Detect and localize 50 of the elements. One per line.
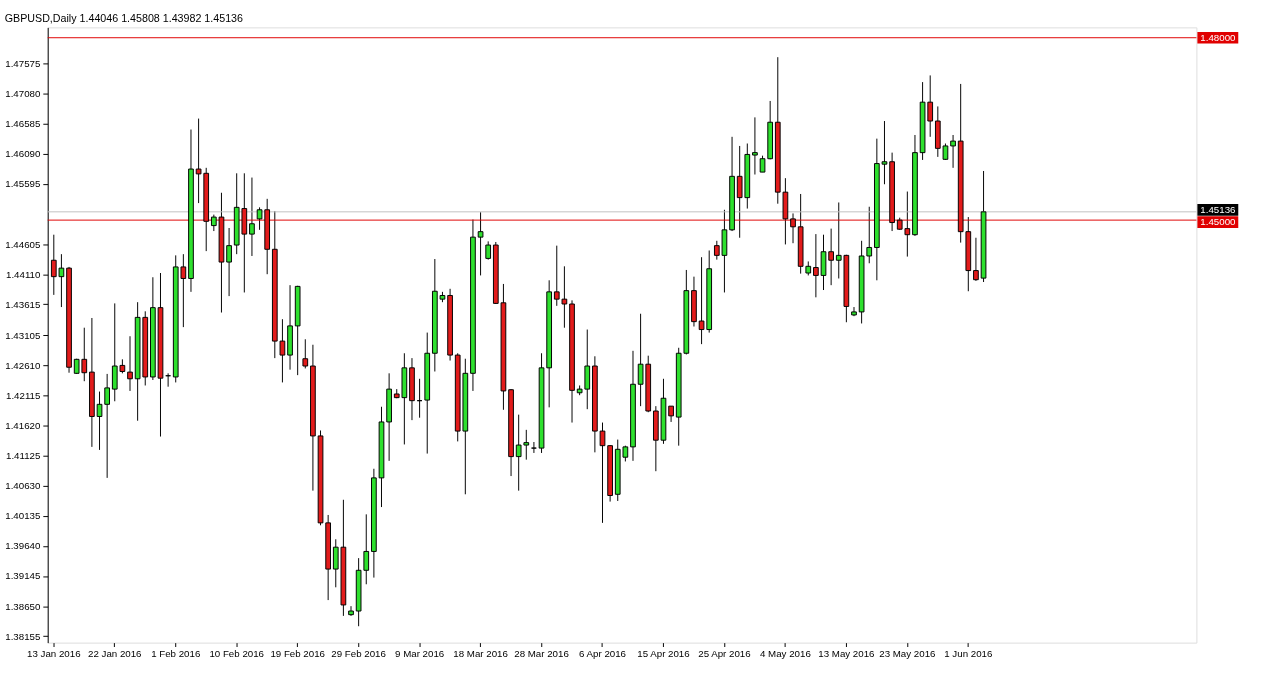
- candlestick: [973, 237, 979, 282]
- x-tick-label: 6 Apr 2016: [578, 647, 627, 659]
- x-tick-label: 18 Mar 2016: [453, 647, 508, 659]
- candlestick: [752, 116, 758, 176]
- x-tick-label: 25 Apr 2016: [698, 647, 751, 659]
- y-tick-label: 1.41620: [5, 420, 41, 431]
- y-tick-label: 1.47575: [5, 57, 41, 69]
- candlestick: [302, 338, 309, 369]
- candlestick: [950, 134, 956, 169]
- chart-title: GBPUSD,Daily 1.44046 1.45808 1.43982 1.45136: [4, 11, 244, 24]
- y-tick-label: 1.38155: [5, 630, 41, 642]
- candlestick: [348, 605, 354, 617]
- x-tick-label: 28 Mar 2016: [514, 647, 569, 659]
- y-tick-label: 1.45595: [5, 178, 41, 190]
- x-tick-label: 9 Mar 2016: [395, 647, 445, 659]
- y-tick-label: 1.41125: [5, 450, 41, 462]
- y-tick-label: 1.46090: [5, 148, 41, 160]
- x-tick-label: 13 Jan 2016: [27, 647, 81, 659]
- y-tick-label: 1.42610: [5, 359, 41, 371]
- y-tick-label: 1.44110: [5, 268, 41, 280]
- y-tick-label: 1.43615: [5, 298, 41, 310]
- y-tick-label: 1.39145: [5, 570, 41, 582]
- x-tick-label: 10 Feb 2016: [209, 647, 264, 659]
- candlestick: [226, 227, 232, 297]
- x-tick-label: 4 May 2016: [760, 647, 811, 659]
- candlestick: [127, 335, 133, 392]
- y-tick-label: 1.46585: [5, 118, 41, 130]
- x-tick-label: 29 Feb 2016: [331, 647, 386, 659]
- x-tick-label: 13 May 2016: [818, 647, 875, 659]
- y-tick-label: 1.42115: [5, 389, 41, 401]
- x-tick-label: 19 Feb 2016: [270, 647, 325, 659]
- x-tick-label: 1 Jun 2016: [944, 647, 993, 659]
- ref-line-label: 1.45000: [1200, 215, 1237, 227]
- x-tick-label: 15 Apr 2016: [637, 647, 690, 659]
- candlestick: [249, 177, 255, 257]
- y-tick-label: 1.43105: [5, 329, 41, 341]
- y-tick-label: 1.44605: [5, 238, 41, 250]
- y-tick-label: 1.40135: [5, 510, 41, 522]
- x-tick-label: 22 Jan 2016: [88, 647, 142, 659]
- ref-line-label: 1.48000: [1200, 31, 1237, 43]
- x-tick-label: 1 Feb 2016: [151, 647, 201, 659]
- candlestick: [790, 212, 796, 244]
- y-tick-label: 1.47080: [5, 88, 41, 100]
- candlestick: [485, 240, 492, 261]
- ref-line-label: 1.45136: [1200, 203, 1236, 215]
- candlestick: [477, 211, 484, 276]
- x-tick-label: 23 May 2016: [879, 647, 936, 659]
- y-tick-label: 1.39640: [5, 540, 41, 552]
- y-tick-label: 1.40630: [5, 480, 41, 492]
- y-tick-label: 1.38650: [5, 600, 41, 612]
